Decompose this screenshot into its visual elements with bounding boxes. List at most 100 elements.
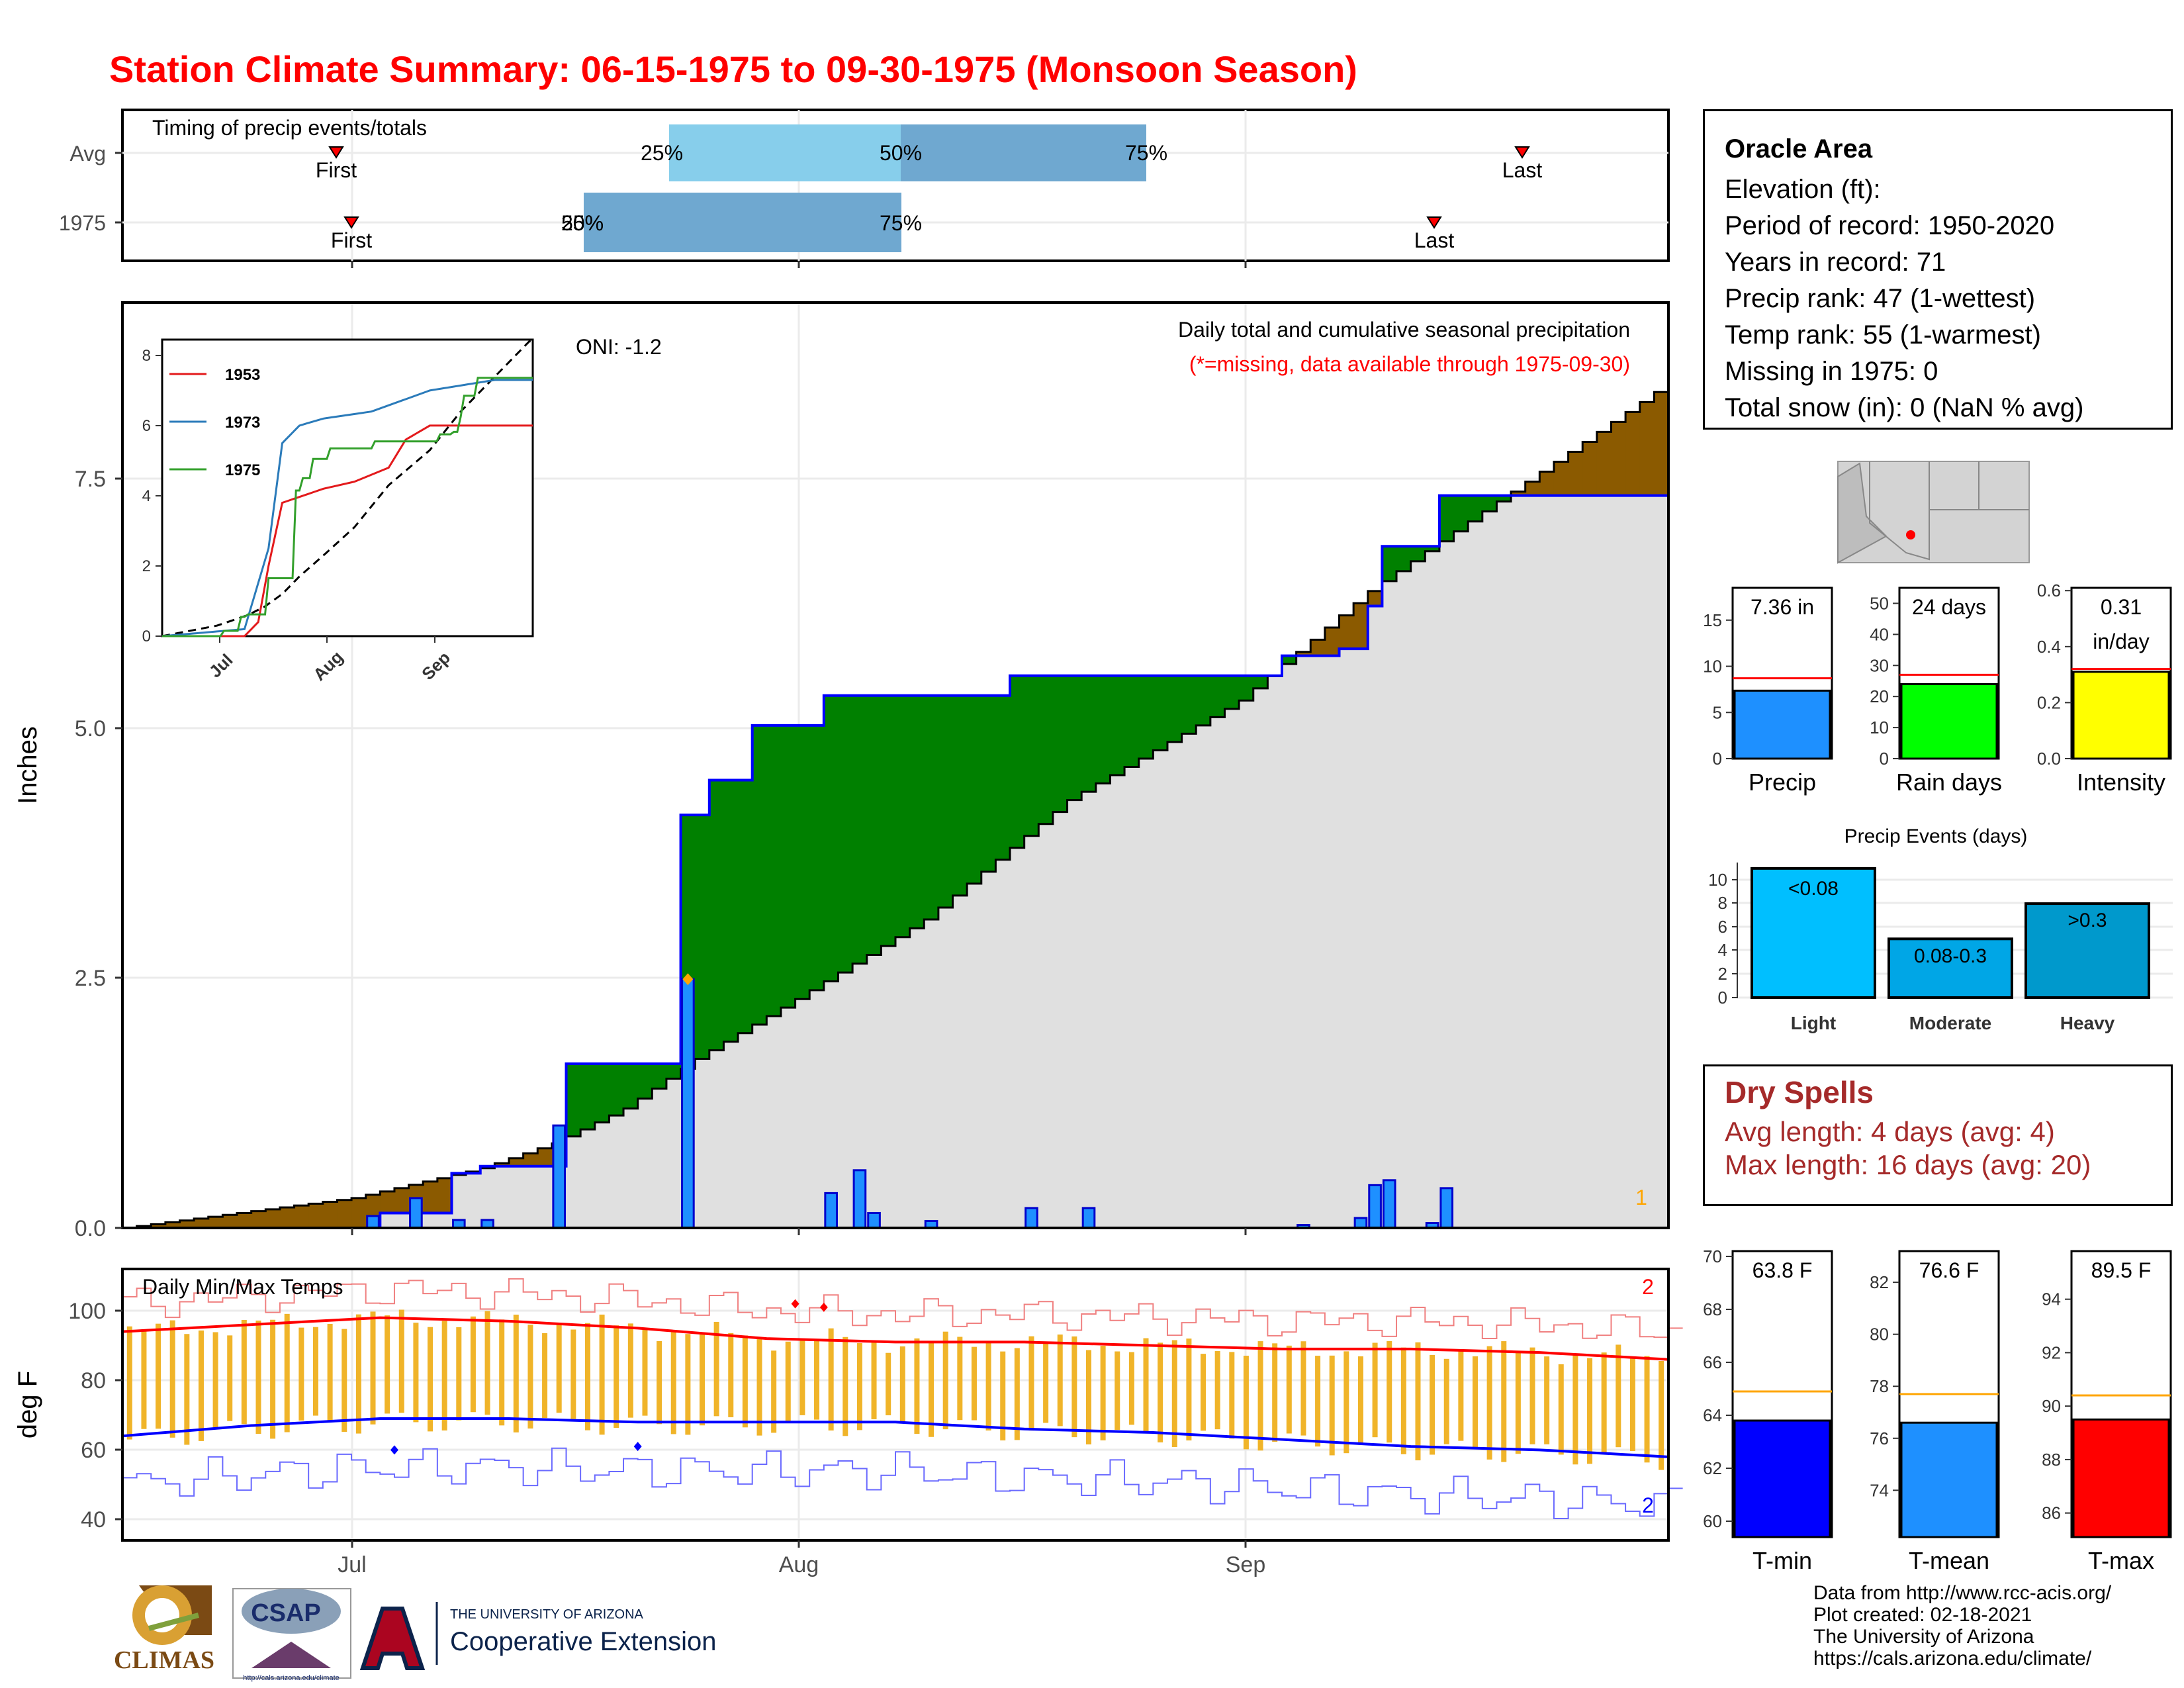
surplus-area: [995, 695, 1011, 860]
daily-temp-bar: [742, 1335, 748, 1428]
summary-tick-label: 88: [2042, 1450, 2061, 1470]
surplus-area: [637, 1063, 653, 1099]
summary-tick-label: 90: [2042, 1396, 2061, 1416]
daily-temp-bar: [1486, 1346, 1492, 1460]
daily-temp-bar: [527, 1325, 533, 1429]
daily-temp-bar: [1629, 1356, 1635, 1451]
daily-temp-bar: [814, 1340, 820, 1420]
surplus-area: [766, 725, 782, 1017]
cumulative-base-area: [809, 990, 825, 1228]
daily-temp-bar: [341, 1329, 347, 1432]
daily-precip-bar: [1382, 1179, 1396, 1229]
inset-legend-1975: 1975: [225, 461, 260, 479]
daily-temp-bar: [1315, 1356, 1321, 1447]
daily-temp-bar: [1501, 1341, 1507, 1462]
summary-tick-label: 30: [1870, 655, 1889, 675]
yr-25-75-bar: [584, 193, 901, 252]
cumulative-base-area: [1224, 708, 1240, 1228]
cumulative-base-area: [1110, 775, 1125, 1228]
deficit-area: [1296, 651, 1311, 656]
summary-tick-label: 0: [1713, 749, 1722, 769]
avg-p50-label: 50%: [880, 141, 922, 165]
daily-temp-bar: [1158, 1342, 1163, 1442]
cumulative-base-area: [609, 1115, 624, 1228]
cumulative-base-area: [1296, 655, 1311, 1228]
surplus-area: [795, 725, 810, 1000]
daily-temp-bar: [1601, 1352, 1607, 1455]
inset-ytick-3: 6: [142, 417, 151, 435]
credits: Data from http://www.rcc-acis.org/ Plot …: [1813, 1582, 2111, 1669]
surplus-area: [1282, 655, 1297, 665]
daily-temp-bar: [799, 1338, 805, 1415]
dry-spells-box: Dry Spells Avg length: 4 days (avg: 4) M…: [1703, 1064, 2173, 1206]
summary-tick-label: 10: [1703, 657, 1722, 677]
deficit-area: [380, 1191, 395, 1213]
cumulative-base-area: [1196, 725, 1211, 1228]
station-missing: Missing in 1975: 0: [1725, 357, 1938, 386]
summary-tick-label: 70: [1703, 1246, 1722, 1266]
surplus-area: [1024, 675, 1039, 836]
summary-label: Intensity: [2077, 769, 2165, 796]
summary-value: 0.31: [2101, 595, 2142, 619]
record-max-line: [122, 1278, 1683, 1340]
surplus-area: [1210, 675, 1225, 718]
daily-temp-bar: [1529, 1347, 1535, 1444]
daily-temp-bar: [856, 1343, 862, 1430]
daily-temp-bar: [1443, 1358, 1449, 1444]
cumulative-base-area: [437, 1213, 452, 1228]
daily-temp-bar: [1357, 1356, 1363, 1444]
daily-temp-bar: [1515, 1351, 1521, 1454]
summary-label: T-mean: [1909, 1547, 1989, 1574]
cumulative-base-area: [1410, 561, 1426, 1228]
cumulative-base-area: [652, 1088, 667, 1228]
daily-temp-bar: [614, 1325, 619, 1429]
surplus-area: [852, 695, 868, 964]
summary-label: T-max: [2088, 1547, 2154, 1574]
cumulative-base-area: [1153, 750, 1168, 1228]
inset-ytick-2: 4: [142, 487, 151, 505]
cumulative-base-area: [1095, 783, 1111, 1228]
daily-temp-bar: [1100, 1345, 1106, 1440]
temp-min-count: 2: [1642, 1493, 1654, 1517]
summary-label: Rain days: [1896, 769, 2002, 796]
deficit-area: [1654, 392, 1669, 496]
yr-p25-label: 25%: [561, 211, 604, 235]
daily-temp-bar: [871, 1340, 877, 1419]
cumulative-base-area: [623, 1108, 639, 1228]
deficit-area: [222, 1215, 238, 1228]
daily-precip-bar: [366, 1215, 380, 1229]
daily-temp-bar: [1171, 1340, 1177, 1447]
cumulative-base-area: [1367, 606, 1383, 1228]
events-label-moderate: 0.08-0.3: [1914, 945, 1987, 967]
daily-temp-bar: [657, 1340, 662, 1425]
temp-ytick-40: 40: [81, 1507, 106, 1532]
summary-tick-label: 40: [1870, 624, 1889, 644]
deficit-area: [1539, 471, 1555, 496]
credit-line-2: Plot created: 02-18-2021: [1813, 1604, 2032, 1626]
daily-temp-bar: [1430, 1354, 1435, 1455]
events-cat-heavy: Heavy: [2060, 1013, 2115, 1033]
inset-ytick-4: 8: [142, 347, 151, 365]
record-marker: [633, 1442, 642, 1452]
deficit-area: [279, 1207, 295, 1228]
daily-temp-bar: [685, 1334, 691, 1435]
events-ytick-8: 8: [1718, 893, 1727, 913]
summary-tick-label: 0.6: [2037, 581, 2061, 600]
deficit-area: [265, 1209, 281, 1228]
daily-temp-bar: [642, 1329, 648, 1416]
summary-bar: [2072, 671, 2170, 760]
daily-temp-bar: [470, 1316, 476, 1413]
cumulative-base-area: [1181, 733, 1197, 1228]
events-ytick-2: 2: [1718, 964, 1727, 984]
summary-tick-label: 68: [1703, 1299, 1722, 1319]
deficit-area: [1339, 615, 1354, 649]
surplus-area: [695, 815, 710, 1059]
cumulative-base-area: [1539, 495, 1555, 1229]
daily-temp-bar: [313, 1327, 318, 1416]
surplus-area: [1496, 495, 1512, 502]
daily-temp-bar: [441, 1321, 447, 1430]
cumulative-base-area: [952, 895, 968, 1228]
cumulative-base-area: [695, 1058, 710, 1228]
avg-first-label: First: [316, 158, 357, 182]
